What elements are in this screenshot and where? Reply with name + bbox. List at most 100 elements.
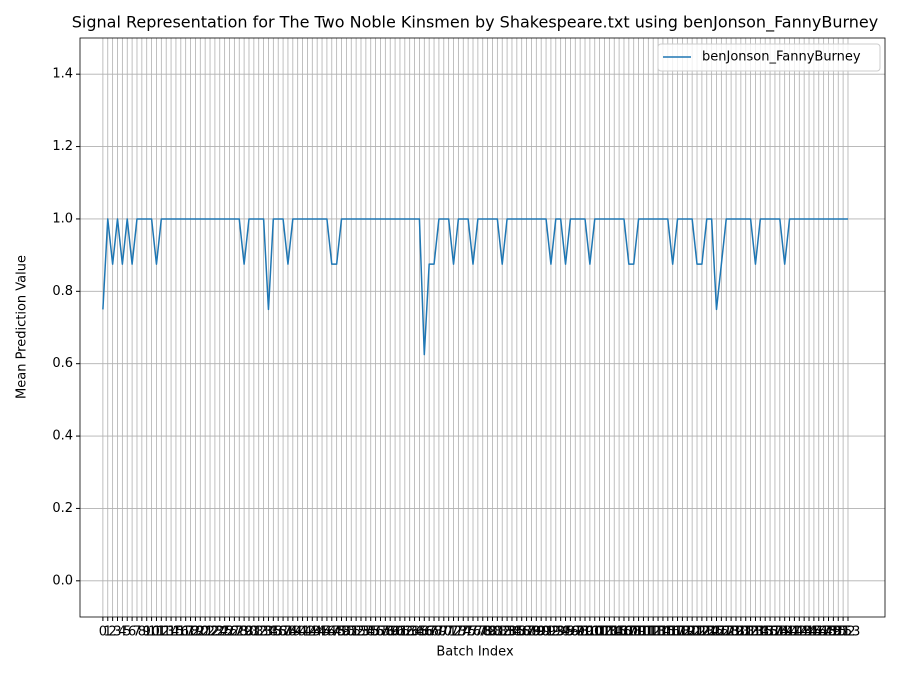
- x-tick-label: 89: [528, 625, 545, 640]
- x-tick-label: 138: [763, 625, 788, 640]
- x-tick-label: 70: [436, 625, 453, 640]
- x-tick-label: 7: [133, 625, 141, 640]
- x-tick-label: 52: [348, 625, 365, 640]
- x-tick-label: 115: [651, 625, 676, 640]
- x-tick-label: 72: [445, 625, 462, 640]
- x-tick-label: 66: [416, 625, 433, 640]
- x-tick-label: 82: [494, 625, 511, 640]
- x-tick-label: 136: [753, 625, 778, 640]
- x-tick-label: 33: [255, 625, 272, 640]
- x-tick-label: 87: [518, 625, 535, 640]
- x-tick-label: 36: [270, 625, 287, 640]
- x-tick-label: 71: [440, 625, 457, 640]
- x-tick-label: 105: [602, 625, 627, 640]
- x-tick-label: 60: [387, 625, 404, 640]
- x-tick-label: 77: [470, 625, 487, 640]
- x-tick-label: 47: [324, 625, 341, 640]
- x-tick-label: 93: [548, 625, 565, 640]
- x-tick-label: 107: [612, 625, 637, 640]
- x-tick-label: 94: [552, 625, 569, 640]
- x-tick-label: 23: [207, 625, 224, 640]
- x-tick-label: 32: [250, 625, 267, 640]
- x-tick-label: 146: [801, 625, 826, 640]
- x-tick-label: 43: [304, 625, 321, 640]
- x-tick-label: 58: [377, 625, 394, 640]
- x-tick-label: 63: [401, 625, 418, 640]
- x-tick-label: 76: [465, 625, 482, 640]
- x-tick-label: 11: [148, 625, 165, 640]
- x-tick-label: 0: [99, 625, 107, 640]
- x-tick-label: 19: [187, 625, 204, 640]
- x-tick-label: 100: [577, 625, 602, 640]
- x-tick-label: 17: [177, 625, 194, 640]
- x-tick-label: 153: [836, 625, 861, 640]
- x-tick-label: 50: [338, 625, 355, 640]
- legend-label: benJonson_FannyBurney: [702, 50, 861, 65]
- plot-frame: [79, 37, 886, 618]
- x-tick-label: 67: [421, 625, 438, 640]
- x-tick-label: 122: [685, 625, 710, 640]
- y-tick-label: 0.0: [52, 573, 73, 588]
- x-tick-label: 24: [211, 625, 228, 640]
- x-tick-label: 88: [523, 625, 540, 640]
- x-tick-label: 117: [660, 625, 685, 640]
- x-tick-label: 51: [343, 625, 360, 640]
- x-tick-label: 127: [709, 625, 734, 640]
- x-tick-label: 28: [231, 625, 248, 640]
- x-tick-label: 21: [197, 625, 214, 640]
- x-tick-label: 147: [806, 625, 831, 640]
- y-tick-label: 0.4: [52, 429, 73, 444]
- x-tick-label: 129: [719, 625, 744, 640]
- x-tick-label: 18: [182, 625, 199, 640]
- x-tick-label: 78: [474, 625, 491, 640]
- x-tick-label: 61: [392, 625, 409, 640]
- x-tick-label: 41: [294, 625, 311, 640]
- x-tick-label: 99: [577, 625, 594, 640]
- y-tick-label: 0.6: [52, 356, 73, 371]
- x-tick-label: 8: [138, 625, 146, 640]
- x-tick-label: 95: [557, 625, 574, 640]
- x-tick-label: 80: [484, 625, 501, 640]
- data-line: [102, 218, 848, 356]
- x-tick-label: 45: [314, 625, 331, 640]
- x-tick-label: 133: [738, 625, 763, 640]
- x-tick-label: 56: [367, 625, 384, 640]
- x-tick-label: 12: [153, 625, 170, 640]
- x-tick-label: 3: [113, 625, 121, 640]
- x-tick-label: 35: [265, 625, 282, 640]
- x-tick-label: 130: [724, 625, 749, 640]
- x-tick-label: 27: [226, 625, 243, 640]
- x-tick-label: 114: [646, 625, 671, 640]
- x-tick-label: 5: [123, 625, 131, 640]
- y-tick-label: 1.4: [52, 67, 73, 82]
- x-tick-label: 111: [631, 625, 656, 640]
- x-tick-label: 42: [299, 625, 316, 640]
- x-tick-label: 128: [714, 625, 739, 640]
- x-tick-label: 74: [455, 625, 472, 640]
- x-tick-label: 20: [192, 625, 209, 640]
- x-tick-label: 10: [143, 625, 160, 640]
- x-tick-label: 68: [426, 625, 443, 640]
- x-tick-label: 144: [792, 625, 817, 640]
- x-tick-label: 26: [221, 625, 238, 640]
- x-axis-label: Batch Index: [436, 645, 514, 660]
- x-tick-label: 97: [567, 625, 584, 640]
- x-tick-label: 39: [285, 625, 302, 640]
- x-tick-label: 139: [767, 625, 792, 640]
- x-tick-label: 118: [665, 625, 690, 640]
- x-tick-label: 6: [128, 625, 136, 640]
- x-tick-label: 116: [655, 625, 680, 640]
- x-tick-label: 65: [411, 625, 428, 640]
- x-tick-label: 81: [489, 625, 506, 640]
- x-tick-label: 109: [621, 625, 646, 640]
- x-tick-label: 85: [509, 625, 526, 640]
- x-tick-label: 151: [826, 625, 851, 640]
- chart-title: Signal Representation for The Two Noble …: [72, 13, 878, 33]
- x-tick-label: 59: [382, 625, 399, 640]
- x-tick-label: 13: [158, 625, 175, 640]
- x-tick-label: 132: [733, 625, 758, 640]
- x-tick-label: 4: [118, 625, 126, 640]
- x-tick-label: 145: [797, 625, 822, 640]
- x-tick-label: 40: [289, 625, 306, 640]
